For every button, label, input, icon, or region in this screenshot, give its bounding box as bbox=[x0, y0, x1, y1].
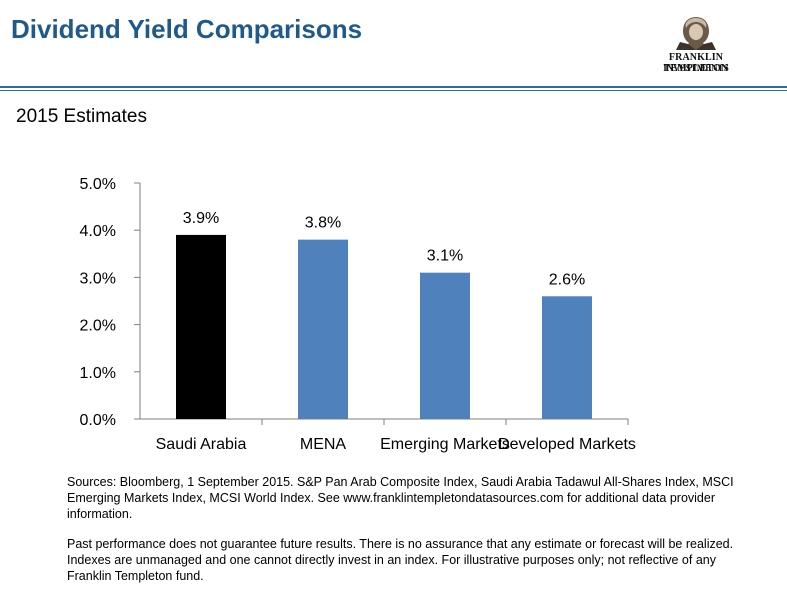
x-tick-label: MENA bbox=[300, 436, 347, 453]
page-title: Dividend Yield Comparisons bbox=[11, 14, 363, 44]
company-logo: FRANKLIN TEMPLETON INVESTMENTS bbox=[640, 14, 752, 74]
header-rule bbox=[0, 86, 787, 88]
bar bbox=[298, 239, 348, 419]
sources-note: Sources: Bloomberg, 1 September 2015. S&… bbox=[67, 475, 734, 521]
bar-data-label: 3.1% bbox=[427, 248, 463, 265]
x-tick-label: Developed Markets bbox=[498, 436, 636, 453]
bar-data-label: 3.8% bbox=[305, 215, 341, 232]
disclaimer-note: Past performance does not guarantee futu… bbox=[67, 537, 734, 583]
bar bbox=[542, 296, 592, 419]
bar-chart: 0.0% 1.0% 2.0% 3.0% 4.0% 5.0% 3.9% Saudi Arabia… bbox=[80, 176, 636, 453]
franklin-portrait-icon bbox=[676, 17, 716, 50]
bar bbox=[176, 234, 226, 419]
bar bbox=[420, 272, 470, 419]
x-tick-label: Emerging Markets bbox=[380, 436, 510, 453]
y-tick-label: 0.0% bbox=[80, 412, 116, 429]
chart-subtitle: 2015 Estimates bbox=[16, 106, 147, 127]
header-rule-thin bbox=[0, 90, 787, 91]
y-tick-label: 1.0% bbox=[80, 365, 116, 382]
y-tick-label: 5.0% bbox=[80, 176, 116, 193]
y-tick-label: 3.0% bbox=[80, 270, 116, 287]
x-tick-label: Saudi Arabia bbox=[156, 436, 247, 453]
bar-data-label: 2.6% bbox=[549, 271, 585, 288]
footnotes: Sources: Bloomberg, 1 September 2015. S&… bbox=[67, 474, 747, 598]
y-tick-label: 2.0% bbox=[80, 318, 116, 335]
logo-text-primary: FRANKLIN TEMPLETON bbox=[663, 52, 729, 74]
y-tick-label: 4.0% bbox=[80, 223, 116, 240]
bar-data-label: 3.9% bbox=[183, 210, 219, 227]
logo-text-secondary: INVESTMENTS bbox=[663, 63, 729, 73]
